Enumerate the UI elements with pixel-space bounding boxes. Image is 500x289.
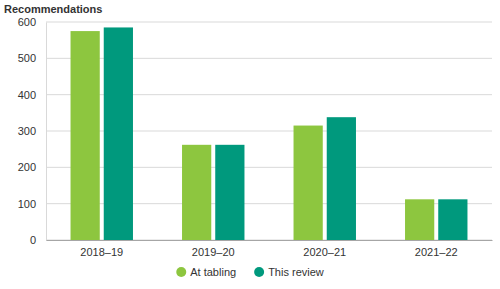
bar	[405, 199, 434, 240]
x-tick: 2019–20	[192, 240, 235, 258]
y-tick: 300	[18, 125, 46, 137]
x-tick: 2018–19	[80, 240, 123, 258]
bar	[215, 145, 244, 240]
y-tick: 200	[18, 161, 46, 173]
bar	[104, 27, 133, 240]
x-tick-label: 2020–21	[303, 246, 346, 258]
legend-marker	[176, 267, 186, 277]
bar	[182, 145, 211, 240]
y-tick-label: 200	[18, 161, 36, 173]
plot: 0 100 200 300 400 500 600 2018–19 2019–20 2020–21…	[18, 16, 493, 258]
y-tick: 500	[18, 52, 46, 64]
grid-line	[46, 22, 492, 23]
x-axis-line	[47, 240, 493, 241]
x-tick-label: 2018–19	[80, 246, 123, 258]
y-tick-label: 300	[18, 125, 36, 137]
chart: 0 100 200 300 400 500 600 2018–19 2019–20 2020–21…	[0, 0, 500, 289]
x-axis: 2018–19 2019–20 2020–21 2021–22	[47, 240, 493, 258]
legend: At tabling This review	[176, 266, 324, 278]
y-tick: 400	[18, 89, 46, 101]
x-tick-label: 2021–22	[415, 246, 458, 258]
legend-label: This review	[268, 266, 324, 278]
legend-item: At tabling	[176, 266, 236, 278]
bar	[327, 117, 356, 240]
y-tick: 0	[30, 234, 46, 246]
y-tick-label: 400	[18, 89, 36, 101]
legend-item: This review	[254, 266, 324, 278]
y-tick-label: 600	[18, 16, 36, 28]
legend-label: At tabling	[190, 266, 236, 278]
grid	[46, 22, 492, 240]
bar	[294, 126, 323, 240]
legend-marker	[254, 267, 264, 277]
y-tick: 600	[18, 16, 46, 28]
y-tick-label: 100	[18, 198, 36, 210]
y-axis-line	[46, 23, 47, 241]
bar	[71, 31, 100, 240]
y-tick-label: 500	[18, 52, 36, 64]
y-tick: 100	[18, 198, 46, 210]
bars	[71, 27, 468, 240]
y-tick-label: 0	[30, 234, 36, 246]
y-axis: 0 100 200 300 400 500 600	[18, 16, 47, 246]
x-tick: 2020–21	[303, 240, 346, 258]
x-tick-label: 2019–20	[192, 246, 235, 258]
bar	[438, 199, 467, 240]
y-axis-title: Recommendations	[4, 3, 102, 15]
x-tick: 2021–22	[415, 240, 458, 258]
